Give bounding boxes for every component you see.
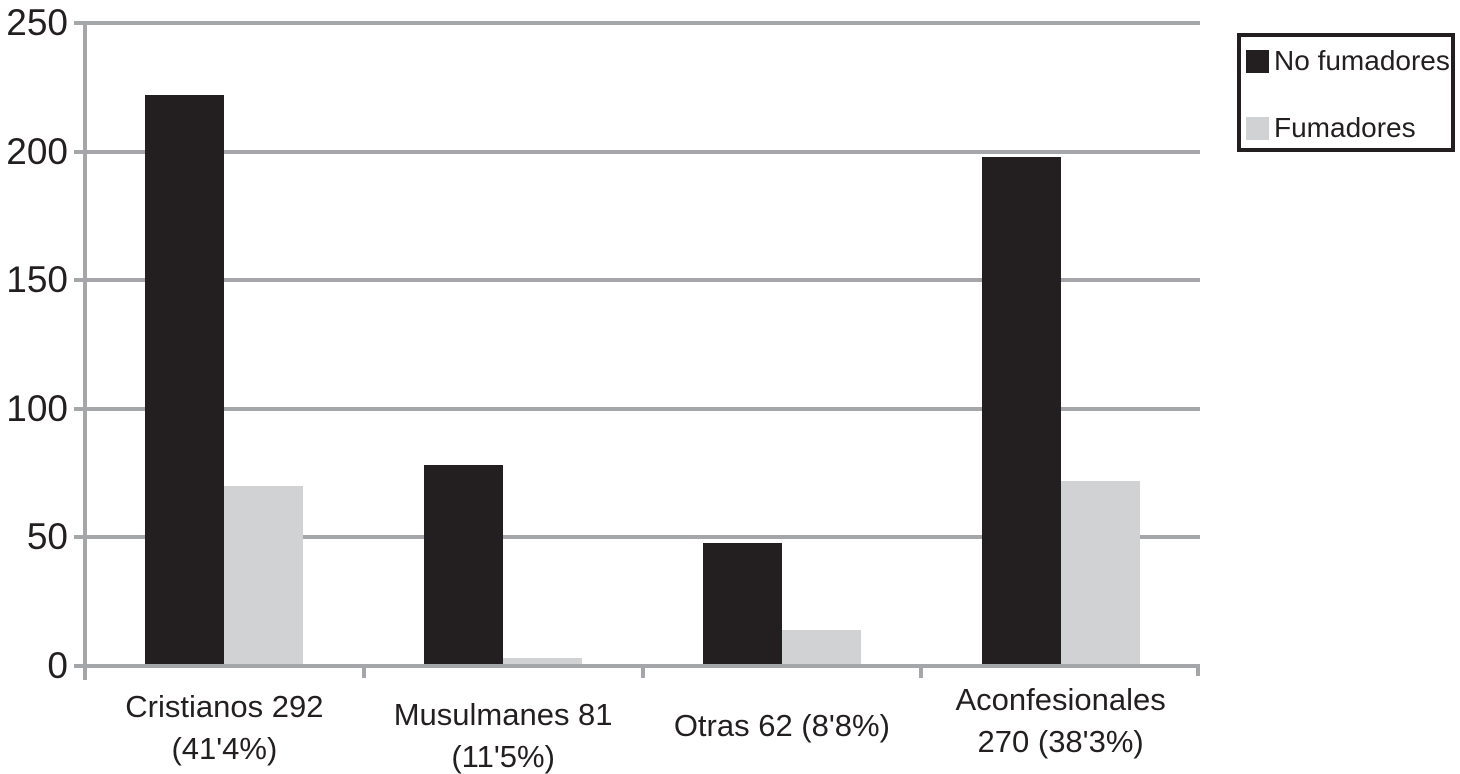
legend: No fumadores Fumadores	[1237, 33, 1455, 152]
x-axis-tick	[83, 668, 87, 678]
y-axis-tick-label: 150	[6, 259, 68, 301]
bar-fumadores	[224, 485, 304, 666]
y-axis-tick-label: 250	[6, 2, 68, 43]
y-axis-tick-label: 0	[47, 645, 68, 686]
x-category-label: Musulmanes 81 (11'5%)	[319, 694, 688, 774]
y-axis-tick	[74, 535, 85, 540]
x-category-label: Aconfesionales 270 (38'3%)	[876, 679, 1245, 763]
plot-area	[74, 21, 1200, 680]
bar-no-fumadores	[981, 156, 1061, 666]
y-axis-tick	[74, 664, 85, 668]
x-category-label-line: Otras 62 (8'8%)	[673, 708, 890, 743]
bar-no-fumadores	[145, 95, 225, 666]
x-category-label: Otras 62 (8'8%)	[598, 705, 967, 747]
y-axis-tick	[74, 278, 85, 283]
legend-swatch-no-fumadores-icon	[1246, 49, 1269, 73]
x-axis-tick	[640, 668, 645, 678]
x-category-label: Cristianos 292 (41'4%)	[40, 686, 409, 770]
legend-label-fumadores: Fumadores	[1274, 112, 1416, 143]
x-category-label-line: Cristianos 292	[125, 689, 324, 724]
x-category-label-line: (11'5%)	[451, 739, 555, 774]
x-axis-end-tick	[1196, 666, 1200, 676]
x-axis-tick	[361, 668, 366, 678]
x-category-label-line: Aconfesionales	[955, 682, 1166, 717]
gridline	[85, 21, 1200, 25]
legend-item-fumadores: Fumadores	[1246, 113, 1416, 143]
x-category-label-line: Musulmanes 81	[393, 697, 613, 732]
y-axis-tick-label: 200	[6, 130, 68, 172]
x-category-label-line: (41'4%)	[171, 731, 278, 766]
bar-no-fumadores	[702, 542, 782, 666]
legend-swatch-fumadores-icon	[1246, 116, 1269, 140]
gridline	[85, 406, 1200, 411]
gridline	[85, 535, 1200, 540]
x-axis-tick	[919, 668, 924, 678]
y-axis-tick	[74, 406, 85, 411]
bar-fumadores	[1060, 480, 1140, 666]
gridline	[85, 664, 1200, 668]
bar-fumadores	[781, 630, 861, 666]
bar-no-fumadores	[424, 465, 504, 666]
y-axis-tick-label: 100	[6, 387, 68, 429]
bar-fumadores	[503, 658, 583, 666]
y-axis-tick	[74, 21, 85, 25]
y-axis-tick-label: 50	[26, 516, 68, 558]
y-axis-line	[83, 21, 87, 680]
y-axis-tick	[74, 149, 85, 154]
gridline	[85, 149, 1200, 154]
legend-item-no-fumadores: No fumadores	[1246, 46, 1450, 76]
x-category-label-line: 270 (38'3%)	[977, 724, 1144, 759]
gridline	[85, 278, 1200, 283]
legend-label-no-fumadores: No fumadores	[1274, 45, 1450, 76]
